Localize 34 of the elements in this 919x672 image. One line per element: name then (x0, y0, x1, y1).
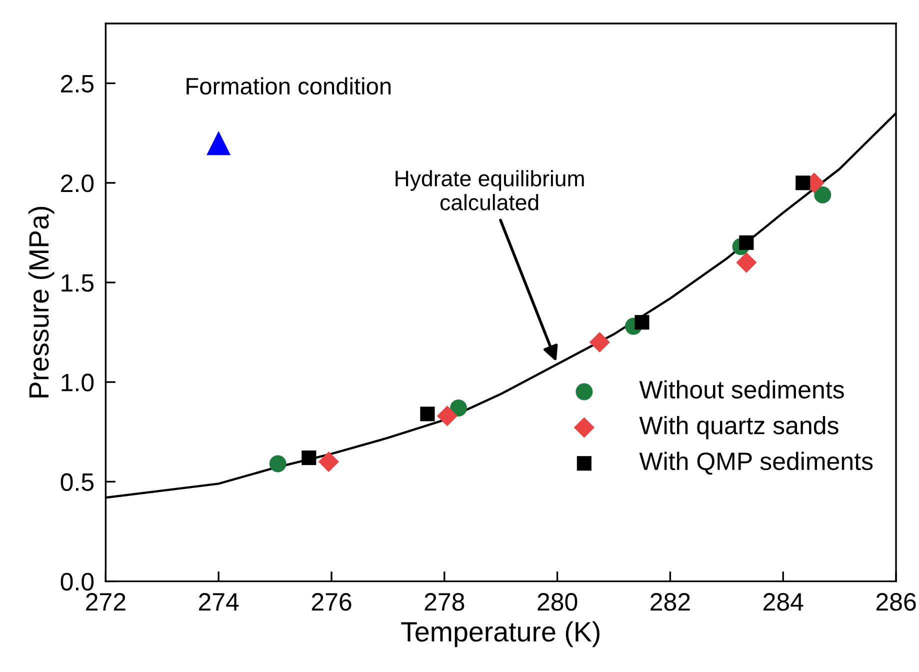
point (318, 451, 339, 472)
x-tick-label: 272 (86, 593, 126, 611)
y-axis-title: Pressure (MPa) (28, 206, 54, 398)
point (450, 399, 468, 416)
x-tick-label: 274 (198, 593, 239, 611)
x-tick-label: 278 (424, 593, 464, 611)
annotation: Hydrate equilibrium calculated (396, 170, 584, 210)
x-axis-title: Temperature (K) (401, 621, 600, 648)
point (739, 235, 754, 250)
point (269, 455, 286, 472)
x-tick-label: 286 (876, 593, 916, 611)
legend-label: Without sediments (639, 380, 844, 399)
y-tick-label: 0.5 (60, 473, 94, 491)
y-tick-label: 2.5 (61, 74, 94, 93)
point (814, 186, 832, 204)
point (436, 406, 458, 426)
point (420, 406, 435, 422)
y-tick-label: 1.0 (62, 374, 94, 392)
y-tick-label: 1.5 (62, 274, 94, 292)
point (796, 176, 810, 190)
annotation: Formation condition (186, 77, 391, 95)
x-tick-label: 282 (650, 593, 690, 611)
x-tick-label: 276 (312, 593, 352, 611)
x-tick-label: 284 (764, 593, 804, 611)
point (206, 131, 231, 156)
legend-label: With QMP sediments (639, 452, 873, 475)
point (302, 450, 316, 466)
point (736, 252, 757, 273)
point (589, 332, 610, 353)
x-tick-label: 280 (538, 593, 578, 611)
y-tick-label: 2.0 (61, 174, 94, 192)
y-tick-label: 0.0 (60, 572, 94, 591)
legend-label: With quartz sands (639, 416, 838, 440)
point (634, 315, 650, 330)
